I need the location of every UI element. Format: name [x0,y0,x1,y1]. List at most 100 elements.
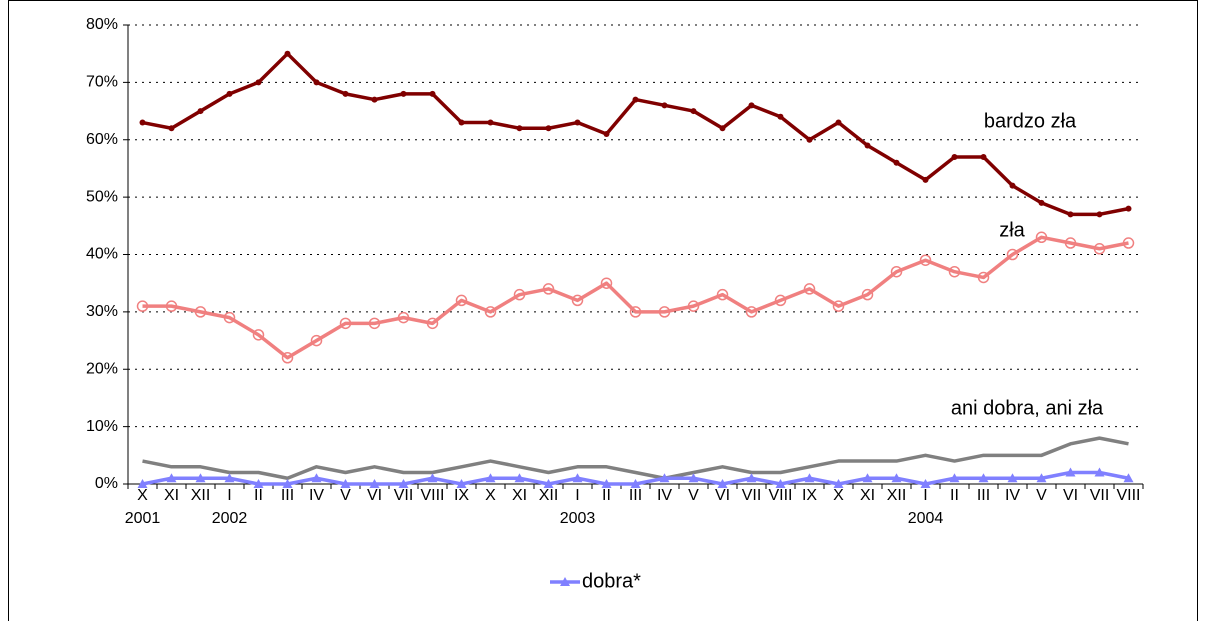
year-label: 2004 [908,510,944,527]
y-tick-label: 20% [86,360,118,377]
data-point [832,300,845,312]
data-point [951,153,958,160]
data-point [690,108,697,115]
x-tick-label: I [227,487,231,504]
data-point [429,90,436,97]
data-point [919,254,932,266]
data-point [777,113,784,120]
x-tick-label: IV [657,487,672,504]
data-point [340,479,351,488]
data-point [803,283,816,295]
data-point [1096,211,1103,218]
data-point [543,479,554,488]
data-point [369,479,380,488]
data-point [746,473,757,483]
data-point [458,119,465,126]
data-point [949,473,960,483]
x-tick-label: IX [802,487,817,504]
x-tick-label: X [485,487,496,504]
data-point [601,479,612,488]
data-point [658,306,671,318]
data-point [165,300,178,312]
frame [8,0,1198,621]
data-point [1123,473,1134,483]
x-tick-label: II [602,487,611,504]
x-tick-label: VI [1063,487,1078,504]
x-tick-label: VI [367,487,382,504]
data-point [513,288,526,301]
data-point [980,153,987,160]
data-point [136,300,149,312]
data-point [574,119,581,126]
data-point [311,473,322,483]
data-point [748,102,755,109]
year-label: 2002 [212,510,248,527]
data-point [1067,211,1074,218]
x-tick-label: XI [512,487,527,504]
x-tick-label: X [833,487,844,504]
data-point [745,306,758,318]
data-point [1006,248,1019,261]
series-line [142,436,1129,481]
x-tick-label: VII [742,487,762,504]
y-tick-label: 70% [86,74,118,91]
x-tick-label: VIII [1116,487,1140,504]
legend-label: dobra* [582,570,641,592]
data-point [603,131,610,138]
data-point [1122,237,1135,249]
data-point [339,317,352,330]
data-point [1007,473,1018,483]
x-tick-label: V [340,487,351,504]
x-tick-label: I [575,487,579,504]
data-point [861,288,874,301]
data-point [516,125,523,132]
y-tick-label: 10% [86,418,118,435]
data-point [806,136,813,143]
series-line [142,235,1129,360]
x-tick-label: XI [860,487,875,504]
data-point [1009,182,1016,189]
data-point [427,473,438,483]
x-tick-label: IV [309,487,324,504]
x-tick-label: IV [1005,487,1020,504]
data-point [864,142,871,149]
data-point [484,306,497,318]
data-point [487,119,494,126]
data-point [804,473,815,483]
data-point [1094,467,1105,477]
data-point [600,277,613,289]
data-point [400,90,407,97]
x-tick-label: II [950,487,959,504]
data-point [342,90,349,97]
data-point [661,102,668,109]
data-point [397,311,410,324]
x-tick-label: III [629,487,642,504]
x-tick-label: VIII [420,487,444,504]
x-tick-label: II [254,487,263,504]
data-point [455,294,468,307]
data-point [195,473,206,483]
data-point [514,473,525,483]
data-point [688,473,699,483]
data-point [284,50,291,57]
data-point [948,265,961,278]
data-point [456,479,467,488]
data-point [224,473,235,483]
data-point [687,300,700,312]
data-point [1065,467,1076,477]
x-tick-label: XI [164,487,179,504]
data-point [862,473,873,483]
data-point [1125,205,1132,212]
data-point [398,479,409,488]
data-point [542,283,555,295]
data-point [659,473,670,483]
data-point [833,479,844,488]
x-tick-label: III [281,487,294,504]
data-point [371,96,378,103]
data-point [253,479,264,488]
x-tick-label: XII [539,487,559,504]
x-tick-label: III [977,487,990,504]
data-point [485,473,496,483]
x-tick-label: XII [191,487,211,504]
